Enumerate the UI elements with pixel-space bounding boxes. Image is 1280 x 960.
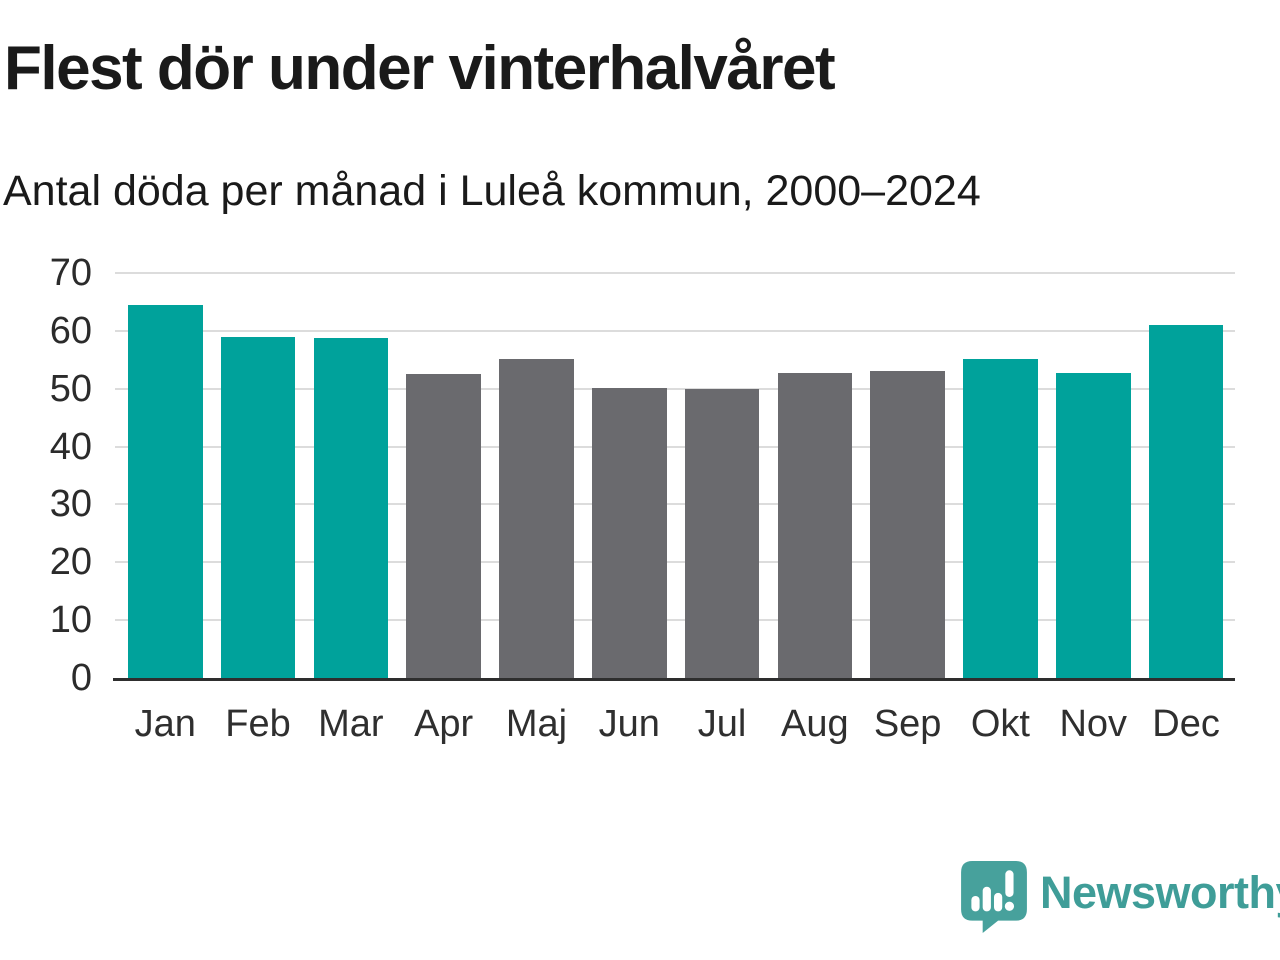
bar-jan xyxy=(128,304,203,678)
bar-mar xyxy=(313,337,389,678)
newsworthy-logo-icon xyxy=(961,861,1027,933)
x-axis-label-sep: Sep xyxy=(873,703,942,745)
bar-sep xyxy=(870,371,945,678)
y-axis-tick-label-30: 30 xyxy=(49,483,92,526)
x-axis-label-nov: Nov xyxy=(1059,703,1128,745)
brand-footer: Newsworthy xyxy=(961,861,1280,933)
bar-apr xyxy=(406,374,481,678)
bar-jul xyxy=(684,388,760,678)
x-axis-label-jun: Jun xyxy=(598,703,660,745)
bar-aug xyxy=(777,372,853,678)
gridline-40 xyxy=(115,445,1235,448)
gridline-70 xyxy=(115,272,1235,274)
brand-name: Newsworthy xyxy=(1040,867,1280,918)
gridline-60 xyxy=(115,329,1235,332)
x-axis-label-jul: Jul xyxy=(697,703,747,745)
bar-jun xyxy=(592,387,667,678)
y-axis-tick-label-40: 40 xyxy=(49,425,92,468)
x-axis-label-feb: Feb xyxy=(225,703,291,745)
gridline-20 xyxy=(115,561,1235,564)
gridline-10 xyxy=(115,619,1235,622)
logo-bar-3-icon xyxy=(994,892,1003,912)
bar-nov xyxy=(1056,372,1131,678)
x-axis-label-aug: Aug xyxy=(781,703,849,745)
bar-maj xyxy=(499,358,574,678)
chart-subtitle: Antal döda per månad i Luleå kommun, 200… xyxy=(3,167,981,215)
y-axis-tick-label-20: 20 xyxy=(49,541,92,584)
x-axis-label-apr: Apr xyxy=(414,703,474,745)
x-axis-line xyxy=(113,678,1235,681)
y-axis-tick-label-60: 60 xyxy=(49,309,92,352)
chart-title: Flest dör under vinterhalvåret xyxy=(4,34,836,103)
gridline-30 xyxy=(115,503,1235,506)
x-axis-label-maj: Maj xyxy=(505,703,568,745)
logo-exclamation-dot-icon xyxy=(1004,901,1015,911)
y-axis-tick-label-10: 10 xyxy=(49,599,92,642)
x-axis-label-dec: Dec xyxy=(1152,703,1220,745)
x-axis-label-okt: Okt xyxy=(970,703,1030,745)
gridline-50 xyxy=(115,387,1235,390)
logo-bar-2-icon xyxy=(982,886,991,912)
logo-exclamation-bar-icon xyxy=(1005,870,1014,897)
logo-bar-1-icon xyxy=(971,895,980,912)
y-axis-tick-label-0: 0 xyxy=(70,657,92,699)
bar-okt xyxy=(963,359,1038,678)
y-axis-tick-label-50: 50 xyxy=(49,367,92,410)
x-axis-label-jan: Jan xyxy=(134,703,196,745)
x-axis-label-mar: Mar xyxy=(318,703,384,745)
bar-dec xyxy=(1148,325,1224,678)
bar-feb xyxy=(220,336,296,678)
y-axis-tick-label-70: 70 xyxy=(49,252,92,294)
